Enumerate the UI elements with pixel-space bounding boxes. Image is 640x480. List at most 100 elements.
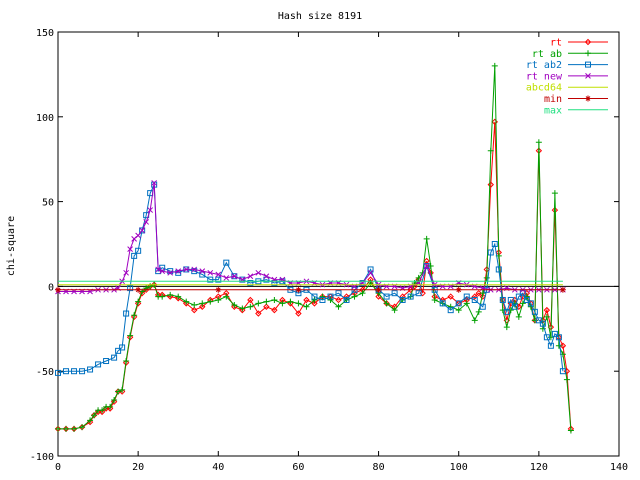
data-point (463, 293, 470, 300)
data-point (159, 268, 166, 274)
data-point (503, 324, 510, 331)
data-point (71, 368, 78, 375)
data-point (487, 181, 494, 188)
data-point (223, 259, 230, 266)
legend-label: rt new (526, 71, 563, 82)
data-point (255, 300, 262, 307)
data-point (131, 312, 138, 319)
data-point (479, 303, 486, 310)
data-point (295, 286, 302, 293)
data-point (55, 369, 61, 376)
chart-title: Hash size 8191 (278, 11, 362, 22)
data-point (359, 280, 366, 287)
data-point (531, 308, 538, 315)
data-point (303, 296, 310, 304)
data-point (327, 293, 334, 300)
data-point (239, 306, 246, 314)
data-point (535, 139, 542, 146)
data-point (555, 342, 562, 349)
data-point (475, 308, 482, 315)
data-point (519, 300, 526, 307)
x-tick-label: 140 (610, 462, 628, 473)
data-point (123, 269, 129, 276)
data-point (271, 296, 278, 303)
data-point (215, 286, 222, 293)
data-point (63, 425, 70, 432)
data-point (115, 347, 122, 354)
data-point (247, 273, 254, 280)
legend-label: rt ab (532, 49, 562, 60)
data-point (122, 359, 130, 366)
y-tick-label: 50 (42, 198, 54, 209)
data-point (123, 310, 130, 317)
legend-marker (585, 50, 591, 57)
y-axis-label: chi-square (6, 216, 17, 276)
data-point (519, 290, 526, 297)
data-point (215, 276, 222, 283)
data-point (455, 286, 462, 293)
data-point (523, 296, 530, 303)
data-point (87, 417, 94, 424)
data-point (383, 300, 390, 307)
data-point (55, 425, 61, 432)
data-point (91, 412, 98, 419)
data-point (543, 334, 550, 341)
data-point (487, 147, 494, 154)
legend-label: min (544, 94, 562, 105)
y-tick-label: -100 (30, 452, 54, 463)
x-tick-label: 0 (55, 462, 61, 473)
data-point (375, 286, 382, 293)
data-point (311, 300, 318, 307)
data-point (287, 298, 294, 305)
data-point (107, 403, 114, 410)
data-point (551, 206, 559, 214)
y-tick-label: 0 (48, 282, 54, 293)
data-point (431, 296, 438, 303)
data-point (551, 190, 558, 197)
data-point (263, 273, 270, 280)
data-point (127, 332, 134, 339)
data-point (191, 302, 198, 309)
data-point (319, 293, 326, 300)
data-point (399, 296, 406, 303)
x-tick-label: 20 (132, 462, 144, 473)
data-point (311, 296, 318, 303)
data-point (491, 62, 498, 69)
data-point (167, 269, 174, 276)
data-point (255, 310, 262, 317)
data-point (455, 300, 462, 307)
data-point (147, 207, 154, 213)
data-point (471, 296, 478, 303)
data-point (507, 296, 514, 303)
data-point (559, 286, 566, 293)
data-point (207, 276, 214, 283)
data-point (271, 306, 278, 314)
data-point (207, 298, 214, 305)
data-point (351, 293, 358, 300)
data-point (311, 293, 318, 300)
data-point (447, 293, 454, 300)
y-tick-label: 150 (36, 28, 54, 39)
data-point (471, 317, 478, 324)
series-rt-ab (55, 62, 574, 434)
data-point (471, 293, 478, 300)
data-point (383, 293, 390, 300)
data-point (231, 273, 238, 280)
data-point (543, 313, 550, 320)
data-point (183, 266, 190, 273)
y-tick-label: -50 (36, 367, 54, 378)
data-point (139, 227, 146, 234)
data-point (131, 252, 138, 259)
data-point (215, 296, 222, 303)
data-point (99, 407, 106, 414)
legend-label: max (544, 105, 562, 116)
data-point (455, 307, 462, 314)
data-point (511, 303, 518, 310)
data-point (63, 368, 70, 375)
data-point (119, 344, 126, 351)
data-point (199, 303, 206, 310)
data-point (135, 286, 142, 293)
data-point (343, 296, 350, 303)
data-point (559, 342, 567, 349)
